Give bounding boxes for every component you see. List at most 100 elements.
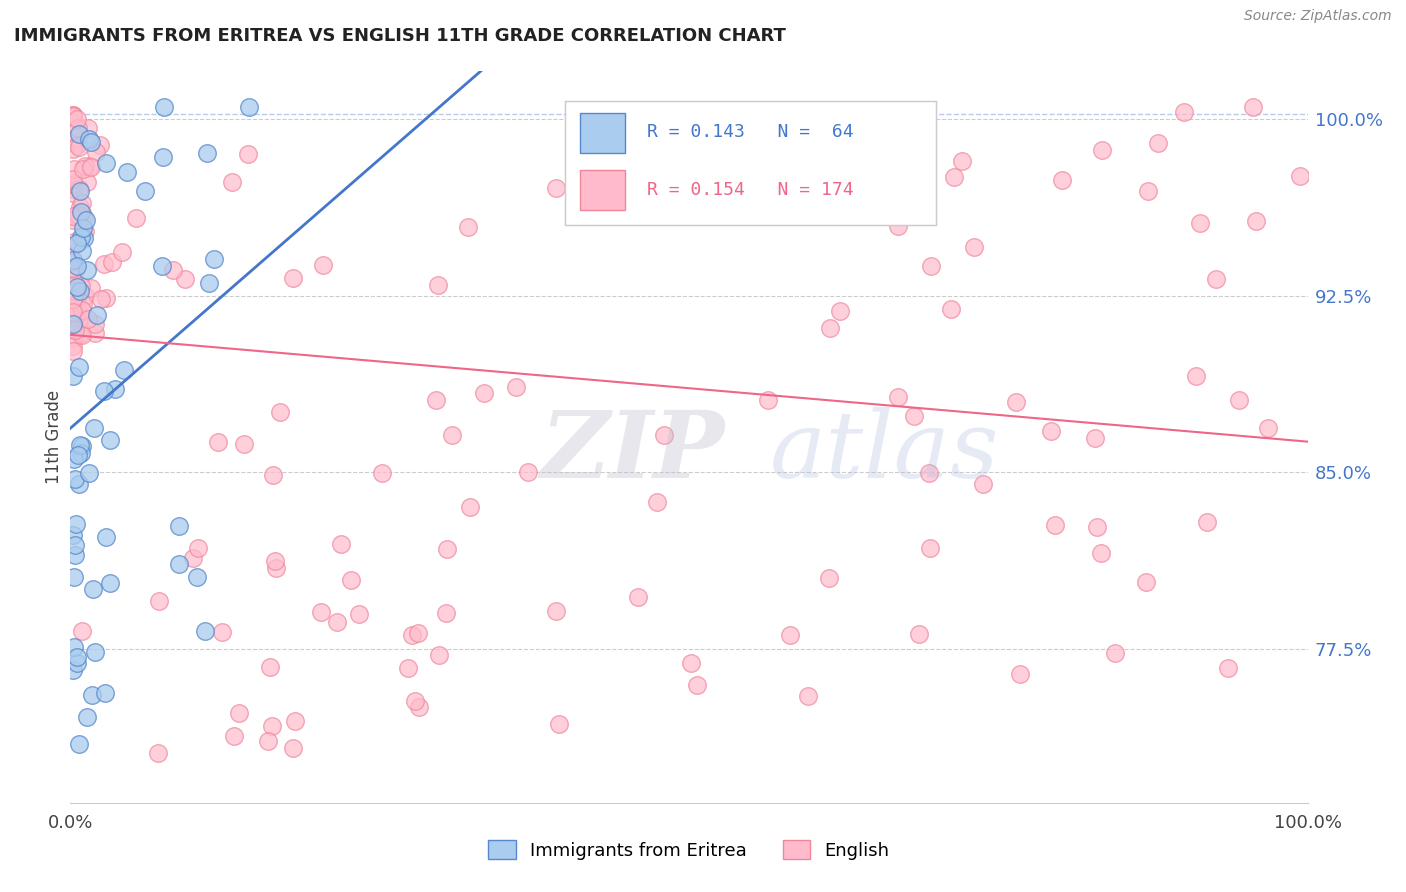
Point bbox=[371, 466, 394, 480]
Point bbox=[269, 405, 291, 419]
Point bbox=[517, 466, 540, 480]
Point bbox=[1173, 104, 1195, 119]
Point bbox=[115, 165, 138, 179]
Text: ZIP: ZIP bbox=[540, 407, 724, 497]
Point bbox=[66, 235, 89, 250]
Point bbox=[70, 439, 93, 453]
Point bbox=[679, 656, 702, 670]
Point bbox=[259, 660, 281, 674]
Point bbox=[63, 473, 86, 487]
Point bbox=[1246, 214, 1268, 228]
Point bbox=[67, 477, 90, 491]
Point bbox=[181, 551, 204, 566]
Point bbox=[63, 297, 86, 311]
Point bbox=[72, 208, 94, 222]
Point bbox=[83, 420, 105, 434]
Point bbox=[76, 710, 98, 724]
Point bbox=[1104, 646, 1126, 660]
Point bbox=[972, 477, 994, 491]
Point bbox=[104, 382, 127, 396]
Point bbox=[818, 571, 841, 585]
Point bbox=[150, 259, 173, 273]
Point bbox=[818, 320, 841, 334]
Point bbox=[84, 645, 107, 659]
Point bbox=[62, 171, 84, 186]
Point bbox=[80, 688, 103, 702]
Text: Source: ZipAtlas.com: Source: ZipAtlas.com bbox=[1244, 9, 1392, 23]
Point bbox=[84, 145, 107, 160]
Point bbox=[683, 120, 706, 134]
Point bbox=[775, 118, 797, 132]
Point bbox=[67, 737, 90, 751]
Point bbox=[544, 181, 567, 195]
Y-axis label: 11th Grade: 11th Grade bbox=[45, 390, 63, 484]
Point bbox=[62, 235, 84, 250]
Point bbox=[828, 304, 851, 318]
Point bbox=[917, 138, 939, 153]
Point bbox=[93, 384, 115, 398]
Point bbox=[207, 434, 229, 449]
Point bbox=[70, 244, 93, 258]
Point bbox=[112, 362, 135, 376]
Point bbox=[86, 309, 108, 323]
Point bbox=[1189, 216, 1212, 230]
Point bbox=[69, 438, 91, 452]
Point bbox=[94, 530, 117, 544]
Point bbox=[89, 138, 111, 153]
Point bbox=[62, 253, 84, 268]
Point bbox=[65, 538, 87, 552]
Point bbox=[221, 175, 243, 189]
Point bbox=[202, 252, 225, 266]
Point bbox=[852, 136, 875, 150]
Point bbox=[211, 624, 233, 639]
Point bbox=[1216, 661, 1239, 675]
Point bbox=[76, 263, 98, 277]
Point bbox=[887, 219, 910, 234]
Point bbox=[1040, 424, 1063, 438]
Point bbox=[63, 549, 86, 563]
Point bbox=[67, 359, 90, 374]
Legend: Immigrants from Eritrea, English: Immigrants from Eritrea, English bbox=[481, 833, 897, 867]
Point bbox=[70, 327, 93, 342]
Point bbox=[427, 277, 450, 292]
Point bbox=[62, 310, 84, 324]
Point bbox=[63, 640, 86, 655]
Point bbox=[66, 649, 89, 664]
Point bbox=[67, 208, 90, 222]
Point bbox=[62, 255, 84, 269]
Point bbox=[72, 162, 94, 177]
Point bbox=[62, 321, 84, 335]
Point bbox=[69, 327, 91, 342]
Point bbox=[65, 131, 87, 145]
Point bbox=[263, 554, 285, 568]
Point bbox=[408, 700, 430, 714]
Point bbox=[72, 297, 94, 311]
Point bbox=[63, 285, 86, 299]
Point bbox=[62, 305, 84, 319]
Point bbox=[62, 570, 84, 584]
Point bbox=[963, 240, 986, 254]
Point bbox=[1135, 574, 1157, 589]
Point bbox=[134, 184, 156, 198]
Point bbox=[69, 314, 91, 328]
Point bbox=[72, 624, 94, 638]
Point bbox=[195, 146, 218, 161]
Point bbox=[80, 160, 103, 174]
Point bbox=[236, 147, 259, 161]
Point bbox=[65, 516, 87, 531]
Point bbox=[647, 495, 669, 509]
Point bbox=[425, 392, 447, 407]
Point bbox=[62, 181, 84, 195]
Point bbox=[75, 224, 97, 238]
Point bbox=[457, 220, 479, 235]
Point bbox=[84, 326, 107, 340]
Point bbox=[1136, 184, 1159, 198]
Point bbox=[67, 121, 90, 136]
Point bbox=[756, 393, 779, 408]
Point bbox=[652, 427, 675, 442]
Point bbox=[1289, 169, 1312, 184]
Point bbox=[152, 100, 174, 114]
Point bbox=[111, 245, 134, 260]
Point bbox=[472, 385, 495, 400]
Point bbox=[77, 311, 100, 326]
